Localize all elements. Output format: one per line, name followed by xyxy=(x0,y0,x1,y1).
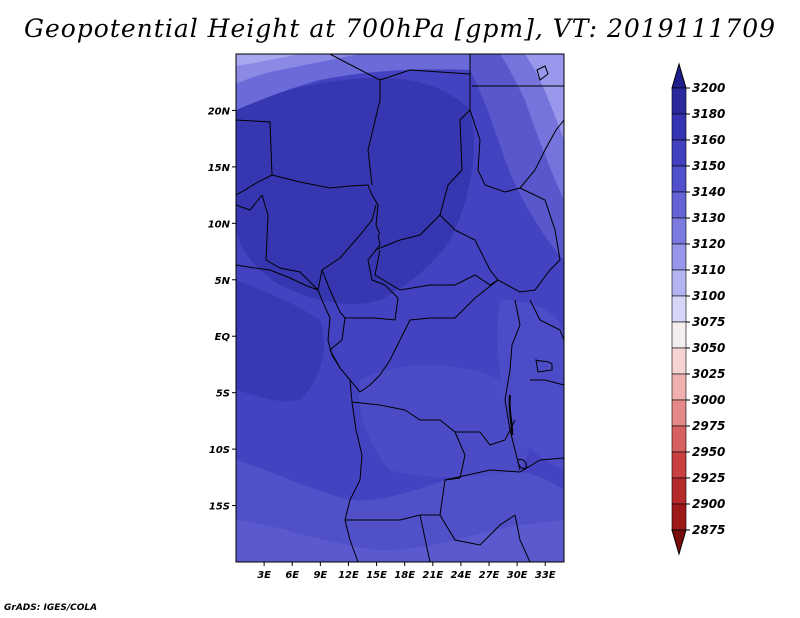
colorbar-swatch xyxy=(671,113,687,141)
colorbar-bottom-arrow xyxy=(671,529,687,556)
colorbar-label: 2900 xyxy=(692,497,725,511)
colorbar-label: 3120 xyxy=(692,237,725,251)
colorbar-swatch xyxy=(671,243,687,271)
colorbar-label: 3050 xyxy=(692,341,725,355)
colorbar-label: 3130 xyxy=(692,211,725,225)
colorbar-label: 3180 xyxy=(692,107,725,121)
colorbar-label: 3140 xyxy=(692,185,725,199)
lat-label: 20N xyxy=(208,106,231,117)
lat-label: 15S xyxy=(209,502,230,513)
colorbar-swatch xyxy=(671,217,687,245)
lon-label: 27E xyxy=(479,570,500,581)
colorbar-swatch xyxy=(671,425,687,453)
colorbar-swatch xyxy=(671,191,687,219)
colorbar-label: 3150 xyxy=(692,159,725,173)
colorbar-swatch xyxy=(671,87,687,115)
colorbar-swatch xyxy=(671,165,687,193)
lon-label: 33E xyxy=(535,570,556,581)
footer-credit: GrADS: IGES/COLA xyxy=(4,603,98,613)
lon-label: 15E xyxy=(366,570,387,581)
longitude-axis: 3E 6E 9E 12E 15E 18E 21E 24E 27E 30E 33E xyxy=(257,562,556,581)
colorbar-label: 3025 xyxy=(692,367,725,381)
lon-label: 9E xyxy=(313,570,327,581)
colorbar-label: 3160 xyxy=(692,133,725,147)
page-title: Geopotential Height at 700hPa [gpm], VT:… xyxy=(23,14,777,43)
colorbar-swatch xyxy=(671,295,687,323)
colorbar-label: 3200 xyxy=(692,81,725,95)
colorbar-swatch xyxy=(671,399,687,427)
colorbar-swatch xyxy=(671,347,687,375)
colorbar-swatch xyxy=(671,503,687,531)
colorbar-swatch xyxy=(671,321,687,349)
lon-label: 6E xyxy=(285,570,299,581)
colorbar-swatch xyxy=(671,139,687,167)
colorbar-label: 3100 xyxy=(692,289,725,303)
colorbar-top-arrow xyxy=(671,62,687,89)
country-borders xyxy=(236,54,564,562)
contour-fill xyxy=(236,54,564,562)
lon-label: 3E xyxy=(257,570,271,581)
lat-label: 5S xyxy=(216,389,230,400)
colorbar-label: 2950 xyxy=(692,445,725,459)
map-frame xyxy=(235,53,565,563)
lat-label: 5N xyxy=(215,276,231,287)
colorbar-label: 3110 xyxy=(692,263,725,277)
colorbar-swatch xyxy=(671,269,687,297)
lat-label: EQ xyxy=(215,332,231,343)
lon-label: 24E xyxy=(451,570,472,581)
lon-label: 18E xyxy=(394,570,415,581)
colorbar-swatch xyxy=(671,477,687,505)
colorbar-label: 3075 xyxy=(692,315,725,329)
lat-label: 10S xyxy=(209,445,230,456)
colorbar: 3200 3180 3160 3150 3140 3130 3120 3110 3100 3075… xyxy=(671,62,725,556)
lon-label: 12E xyxy=(338,570,359,581)
colorbar-label: 2875 xyxy=(692,523,725,537)
lat-label: 10N xyxy=(208,219,231,230)
colorbar-label: 2975 xyxy=(692,419,725,433)
latitude-axis: 20N 15N 10N 5N EQ 5S 10S 15S xyxy=(208,106,236,513)
colorbar-swatch xyxy=(671,373,687,401)
lon-label: 21E xyxy=(422,570,443,581)
colorbar-swatch xyxy=(671,451,687,479)
colorbar-label: 2925 xyxy=(692,471,725,485)
lon-label: 30E xyxy=(507,570,528,581)
lat-label: 15N xyxy=(208,163,231,174)
colorbar-label: 3000 xyxy=(692,393,725,407)
